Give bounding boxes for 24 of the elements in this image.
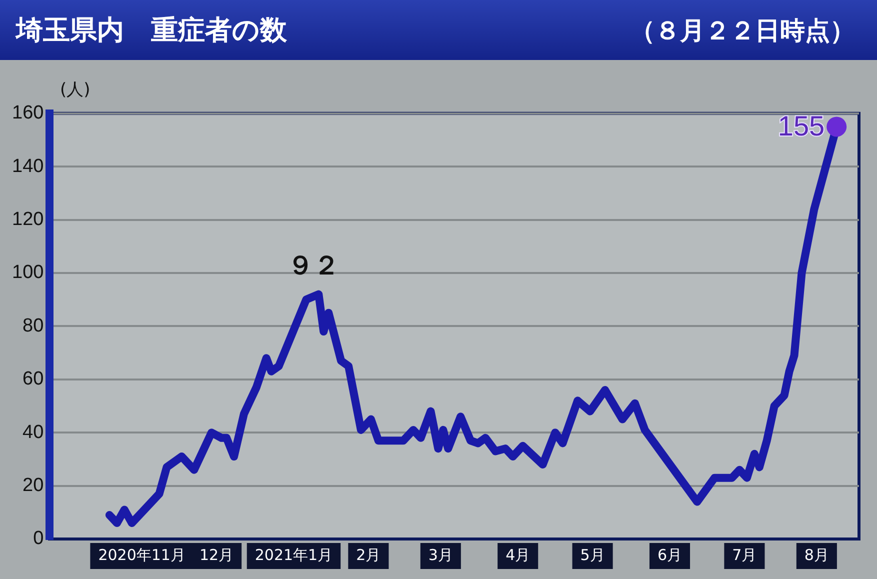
x-tick-label: 4月 [506,546,530,564]
y-tick-label: 140 [12,156,44,177]
y-tick-label: 80 [22,315,44,336]
x-tick-label: 7月 [732,546,757,564]
y-tick-label: 160 [12,102,44,124]
y-tick-label: 0 [33,528,44,550]
x-tick-label: 2020年11月 [98,546,186,564]
x-tick-label: 5月 [580,546,605,564]
y-axis-title: (人) [60,79,90,101]
y-tick-label: 20 [22,475,44,496]
annotation: 155 [778,110,825,142]
x-tick-label: 2月 [356,546,381,564]
x-tick-label: 6月 [657,546,682,564]
y-tick-label: 60 [22,368,44,390]
y-tick-label: 40 [22,422,44,443]
x-tick-label: 2021年1月 [254,546,333,564]
chart-subtitle: （８月２２日時点） [630,14,855,46]
chart-title: 埼玉県内 重症者の数 [16,14,287,48]
y-tick-label: 120 [12,209,44,230]
x-tick-label: 3月 [428,546,453,564]
annotation: ９２ [288,251,340,282]
x-tick-label: 12月 [199,546,234,564]
y-tick-label: 100 [12,262,44,284]
x-tick-label: 8月 [804,546,829,564]
